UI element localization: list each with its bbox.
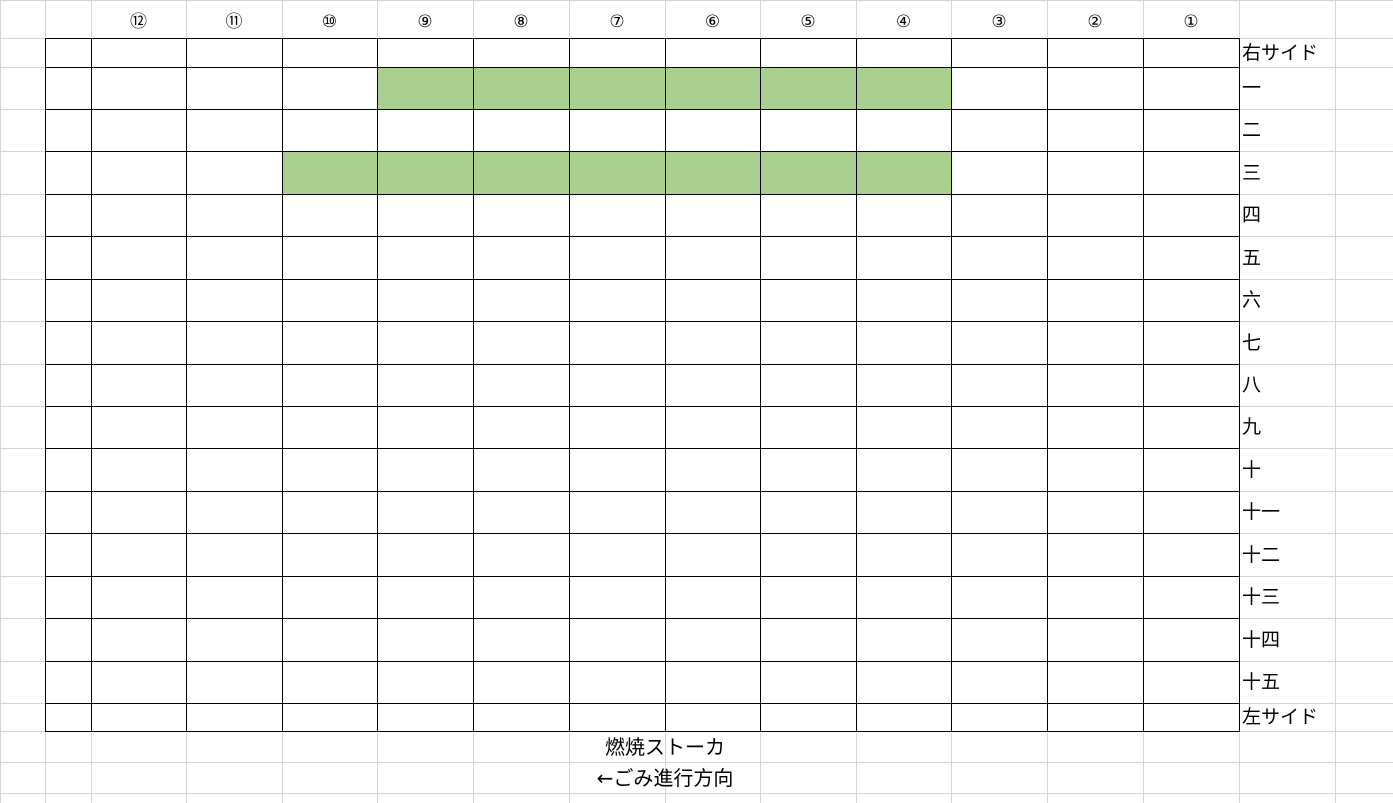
table-border-horizontal (45, 618, 1240, 619)
table-border-vertical (1143, 38, 1144, 732)
column-header: ⑧ (513, 12, 529, 32)
table-border-horizontal (45, 703, 1240, 704)
row-label: 十二 (1242, 543, 1281, 566)
table-border-horizontal (45, 38, 1240, 39)
table-border-horizontal (45, 533, 1240, 534)
table-border-vertical (473, 38, 474, 732)
row-label: 左サイド (1242, 706, 1319, 728)
table-border-horizontal (45, 731, 1240, 732)
table-border-horizontal (45, 109, 1240, 110)
highlighted-cell[interactable] (569, 151, 665, 194)
table-border-vertical (856, 38, 857, 732)
table-border-vertical (186, 38, 187, 732)
row-label: 八 (1242, 374, 1262, 396)
row-label: 一 (1242, 77, 1262, 99)
table-border-horizontal (45, 364, 1240, 365)
column-header: ③ (991, 12, 1007, 32)
caption-direction: ←ごみ進行方向 (596, 766, 734, 790)
column-header: ① (1183, 12, 1199, 32)
highlighted-cell[interactable] (665, 67, 760, 109)
table-border-vertical (91, 38, 92, 732)
table-border-vertical (951, 38, 952, 732)
highlighted-cell[interactable] (473, 151, 569, 194)
table-border-vertical (1239, 38, 1240, 732)
gridline-horizontal (0, 762, 1393, 763)
caption-stoker: 燃焼ストーカ (605, 735, 725, 759)
row-label: 四 (1242, 204, 1262, 226)
gridline-horizontal (0, 793, 1393, 794)
row-label: 右サイド (1242, 41, 1319, 64)
row-label: 十 (1242, 458, 1262, 481)
table-border-vertical (760, 38, 761, 732)
row-label: 六 (1242, 289, 1262, 311)
table-border-vertical (569, 38, 570, 732)
table-border-vertical (282, 38, 283, 732)
table-border-horizontal (45, 321, 1240, 322)
table-border-horizontal (45, 236, 1240, 237)
highlighted-cell[interactable] (760, 151, 856, 194)
row-label: 九 (1242, 416, 1262, 438)
column-header: ④ (895, 12, 912, 32)
row-label: 十五 (1242, 671, 1281, 693)
row-label: 十三 (1242, 586, 1281, 608)
column-header: ② (1087, 12, 1103, 32)
column-header: ⑨ (417, 12, 433, 32)
table-border-horizontal (45, 448, 1240, 449)
row-label: 三 (1242, 161, 1262, 184)
table-border-horizontal (45, 576, 1240, 577)
gridline-vertical (0, 0, 1, 803)
highlighted-cell[interactable] (760, 67, 856, 109)
column-header: ⑪ (225, 12, 243, 32)
highlighted-cell[interactable] (856, 151, 951, 194)
highlighted-cell[interactable] (282, 151, 377, 194)
highlighted-cell[interactable] (473, 67, 569, 109)
row-label: 十四 (1242, 628, 1281, 651)
table-border-horizontal (45, 151, 1240, 152)
table-border-vertical (665, 38, 666, 732)
table-border-vertical (377, 38, 378, 732)
table-border-vertical (45, 38, 46, 732)
row-label: 七 (1242, 331, 1262, 354)
table-border-horizontal (45, 279, 1240, 280)
highlighted-cell[interactable] (856, 67, 951, 109)
highlighted-cell[interactable] (569, 67, 665, 109)
column-header: ⑤ (800, 12, 816, 32)
gridline-horizontal (0, 0, 1393, 1)
table-border-vertical (1047, 38, 1048, 732)
row-label: 二 (1242, 119, 1262, 141)
table-border-horizontal (45, 67, 1240, 68)
table-border-horizontal (45, 491, 1240, 492)
column-header: ⑫ (130, 12, 147, 32)
column-header: ⑥ (704, 12, 721, 32)
column-header: ⑦ (609, 12, 625, 32)
table-border-horizontal (45, 661, 1240, 662)
table-border-horizontal (45, 194, 1240, 195)
gridline-vertical (1335, 0, 1336, 803)
highlighted-cell[interactable] (665, 151, 760, 194)
highlighted-cell[interactable] (377, 67, 473, 109)
highlighted-cell[interactable] (377, 151, 473, 194)
table-border-horizontal (45, 406, 1240, 407)
column-header: ⑩ (321, 12, 338, 32)
row-label: 十一 (1242, 501, 1281, 523)
row-label: 五 (1242, 246, 1262, 269)
